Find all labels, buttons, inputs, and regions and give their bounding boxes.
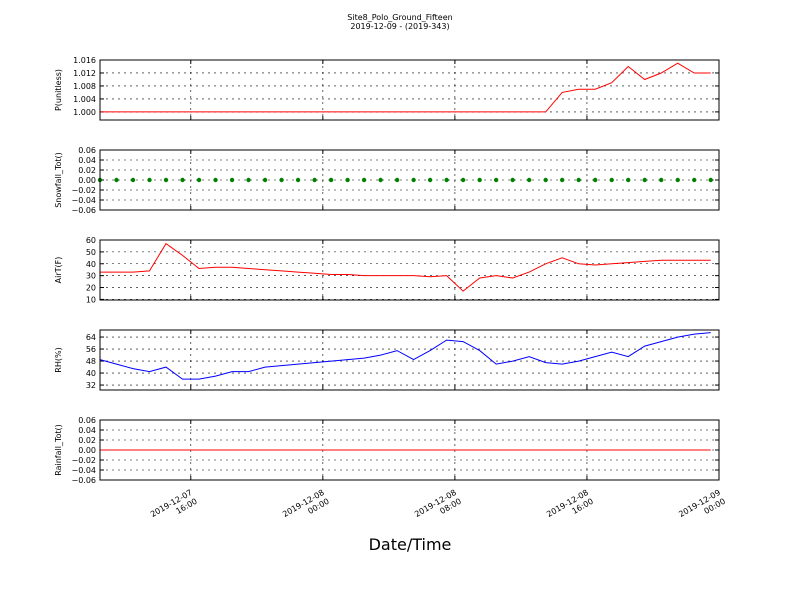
data-line [100, 242, 711, 292]
y-tick-label: 0.06 [78, 416, 96, 425]
data-point [147, 177, 152, 183]
y-tick-label: 0.04 [78, 156, 96, 165]
data-point [114, 177, 119, 183]
y-tick-label: 0.06 [78, 146, 96, 155]
chart-subtitle: 2019-12-09 - (2019-343) [350, 22, 449, 31]
panel-frame [99, 149, 720, 211]
data-point [626, 177, 631, 183]
panel-frame [99, 329, 720, 391]
y-tick-label: 40 [86, 260, 96, 269]
y-tick-label: 0.00 [78, 176, 96, 185]
data-point [361, 177, 367, 183]
data-point [659, 177, 664, 183]
data-point [609, 177, 614, 183]
data-point [559, 177, 565, 183]
data-point [279, 177, 284, 183]
y-tick-label: 10 [86, 295, 96, 304]
data-point [180, 177, 185, 183]
data-point [163, 177, 169, 183]
y-tick-label: 56 [86, 345, 96, 354]
data-point [510, 177, 515, 183]
y-tick-label: 40 [86, 369, 96, 378]
data-point [411, 177, 416, 183]
y-axis-label: RH(%) [54, 347, 63, 372]
y-tick-label: 50 [86, 248, 96, 257]
data-point [642, 177, 647, 183]
panel-frame [99, 59, 720, 121]
data-point [526, 177, 532, 183]
data-point [213, 177, 218, 183]
data-point [708, 177, 713, 183]
y-tick-label: −0.04 [71, 196, 96, 205]
data-point [460, 177, 466, 183]
y-tick-label: 20 [86, 284, 96, 293]
data-point [262, 177, 268, 183]
y-tick-label: 64 [86, 333, 96, 342]
data-point [312, 177, 317, 183]
data-line [99, 332, 711, 380]
panel-frame [99, 239, 720, 301]
data-point [477, 177, 482, 183]
panel-frame [99, 419, 720, 481]
data-point [675, 177, 680, 183]
data-point [196, 177, 202, 183]
data-point [593, 177, 598, 183]
y-tick-label: 1.008 [73, 82, 96, 91]
y-tick-label: 1.000 [73, 108, 96, 117]
y-tick-label: 60 [86, 236, 96, 245]
y-tick-label: 0.00 [78, 446, 96, 455]
x-axis-label: Date/Time [369, 535, 452, 554]
y-tick-label: 1.012 [73, 69, 96, 78]
data-point [576, 177, 581, 183]
y-tick-label: −0.02 [71, 456, 96, 465]
data-point [543, 177, 548, 183]
data-point [493, 177, 499, 183]
y-tick-label: 30 [86, 272, 96, 281]
data-point [246, 177, 251, 183]
data-point [130, 177, 136, 183]
data-point [345, 177, 350, 183]
data-point [444, 177, 449, 183]
data-line [100, 62, 711, 113]
y-tick-label: 1.016 [73, 56, 96, 65]
y-tick-label: −0.04 [71, 466, 96, 475]
data-point [378, 177, 383, 183]
y-axis-label: P(unitless) [54, 69, 63, 111]
y-axis-label: Rainfall_Tot() [54, 424, 63, 476]
y-tick-label: 32 [86, 381, 96, 390]
data-point [229, 177, 235, 183]
data-point [394, 177, 400, 183]
chart-title: Site8_Polo_Ground_Fifteen [347, 13, 452, 22]
data-point [692, 177, 697, 183]
y-axis-label: Snowfall_Tot() [54, 152, 63, 208]
y-tick-label: 0.04 [78, 426, 96, 435]
y-tick-label: −0.06 [71, 206, 96, 215]
data-point [295, 177, 301, 183]
y-tick-label: 1.004 [73, 95, 96, 104]
y-tick-label: 0.02 [78, 436, 96, 445]
y-axis-label: AirT(F) [54, 257, 63, 284]
y-tick-label: −0.02 [71, 186, 96, 195]
data-point [328, 177, 334, 183]
y-tick-label: −0.06 [71, 476, 96, 485]
y-tick-label: 0.02 [78, 166, 96, 175]
data-point [427, 177, 433, 183]
y-tick-label: 48 [86, 357, 96, 366]
